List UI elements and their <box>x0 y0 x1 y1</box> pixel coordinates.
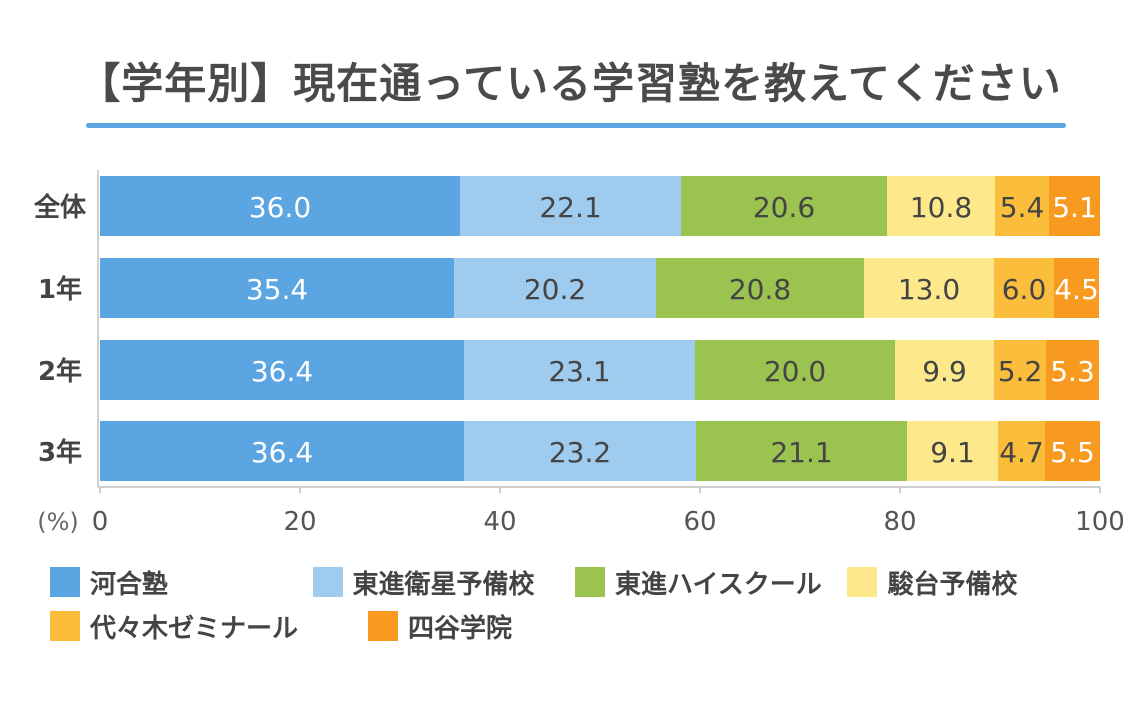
x-tick-label: 20 <box>283 507 316 537</box>
data-label: 22.1 <box>539 191 601 224</box>
bar-segment <box>681 176 887 236</box>
bar-segment <box>864 258 994 318</box>
bar-segment <box>464 340 695 400</box>
data-label: 4.5 <box>1054 273 1099 306</box>
bar-segment <box>907 421 998 481</box>
data-label: 23.2 <box>549 436 611 469</box>
chart-title: 【学年別】現在通っている学習塾を教えてください <box>78 59 1062 108</box>
bar-segment <box>1045 421 1100 481</box>
legend-swatch <box>50 611 80 641</box>
legend-swatch <box>575 567 606 597</box>
legend-swatch <box>847 567 878 597</box>
data-label: 20.6 <box>753 191 815 224</box>
category-label: 全体 <box>33 192 87 223</box>
bar-segment <box>998 421 1045 481</box>
data-label: 20.2 <box>524 273 586 306</box>
data-label: 6.0 <box>1002 273 1047 306</box>
x-tick-label: 60 <box>683 507 716 537</box>
bar-segment <box>100 176 460 236</box>
data-label: 9.9 <box>922 355 967 388</box>
unit-label: (%) <box>37 508 79 536</box>
legend-row: 河合塾 東進衛星予備校 東進ハイスクール 駿台予備校 <box>50 560 1110 604</box>
bar-segment <box>994 258 1054 318</box>
legend-label: 四谷学院 <box>408 613 513 644</box>
data-label: 20.0 <box>764 355 826 388</box>
data-label: 5.1 <box>1052 191 1097 224</box>
bar-segment <box>100 258 454 318</box>
stacked-bar-chart: 全体 36.0 22.1 20.6 10.8 5.4 5.1 1年 35.4 20.2 20.8 13… <box>33 170 1125 537</box>
data-label: 23.1 <box>548 355 610 388</box>
bar-segment <box>454 258 656 318</box>
legend: 河合塾 東進衛星予備校 東進ハイスクール 駿台予備校 代々木ゼミナール 四谷学院 <box>50 560 1110 648</box>
bar-segment <box>656 258 864 318</box>
data-label: 35.4 <box>246 273 308 306</box>
legend-label: 東進衛星予備校 <box>352 569 535 600</box>
legend-swatch <box>312 567 343 597</box>
bar-segment <box>100 421 464 481</box>
legend-item: 四谷学院 <box>368 608 686 645</box>
x-tick-label: 0 <box>92 507 109 537</box>
legend-item: 駿台予備校 <box>847 564 1110 601</box>
bar-segment <box>460 176 681 236</box>
bar-segment <box>994 340 1046 400</box>
title-underline <box>86 123 1066 128</box>
legend-row: 代々木ゼミナール 四谷学院 <box>50 604 1110 648</box>
data-label: 4.7 <box>999 436 1044 469</box>
data-label: 36.0 <box>249 191 311 224</box>
legend-item: 東進ハイスクール <box>575 564 847 601</box>
bar-segment <box>1054 258 1099 318</box>
data-label: 20.8 <box>729 273 791 306</box>
x-tick-label: 40 <box>483 507 516 537</box>
legend-label: 河合塾 <box>90 569 169 600</box>
data-label: 10.8 <box>910 191 972 224</box>
legend-item: 代々木ゼミナール <box>50 608 368 645</box>
category-label: 3年 <box>38 437 82 468</box>
bar-segment <box>100 340 464 400</box>
legend-label: 東進ハイスクール <box>615 569 822 600</box>
data-label: 9.1 <box>930 436 975 469</box>
legend-item: 東進衛星予備校 <box>312 564 576 601</box>
data-label: 21.1 <box>770 436 832 469</box>
legend-label: 駿台予備校 <box>887 569 1018 600</box>
data-label: 5.4 <box>1000 191 1045 224</box>
bar-segment <box>887 176 995 236</box>
data-label: 13.0 <box>898 273 960 306</box>
bar-segment <box>1046 340 1099 400</box>
bar-segment <box>464 421 696 481</box>
bar-segment <box>1049 176 1100 236</box>
x-tick-label: 80 <box>883 507 916 537</box>
bar-segment <box>895 340 994 400</box>
legend-swatch <box>50 567 80 597</box>
bar-segment <box>695 340 895 400</box>
data-label: 5.5 <box>1050 436 1095 469</box>
legend-item: 河合塾 <box>50 564 313 601</box>
data-label: 5.3 <box>1050 355 1095 388</box>
category-label: 1年 <box>38 274 82 305</box>
bar-segment <box>995 176 1049 236</box>
legend-swatch <box>368 611 398 641</box>
bar-segment <box>696 421 907 481</box>
x-tick-label: 100 <box>1075 507 1125 537</box>
category-label: 2年 <box>38 356 82 387</box>
legend-label: 代々木ゼミナール <box>90 613 299 644</box>
data-label: 36.4 <box>251 436 313 469</box>
data-label: 5.2 <box>998 355 1043 388</box>
data-label: 36.4 <box>251 355 313 388</box>
